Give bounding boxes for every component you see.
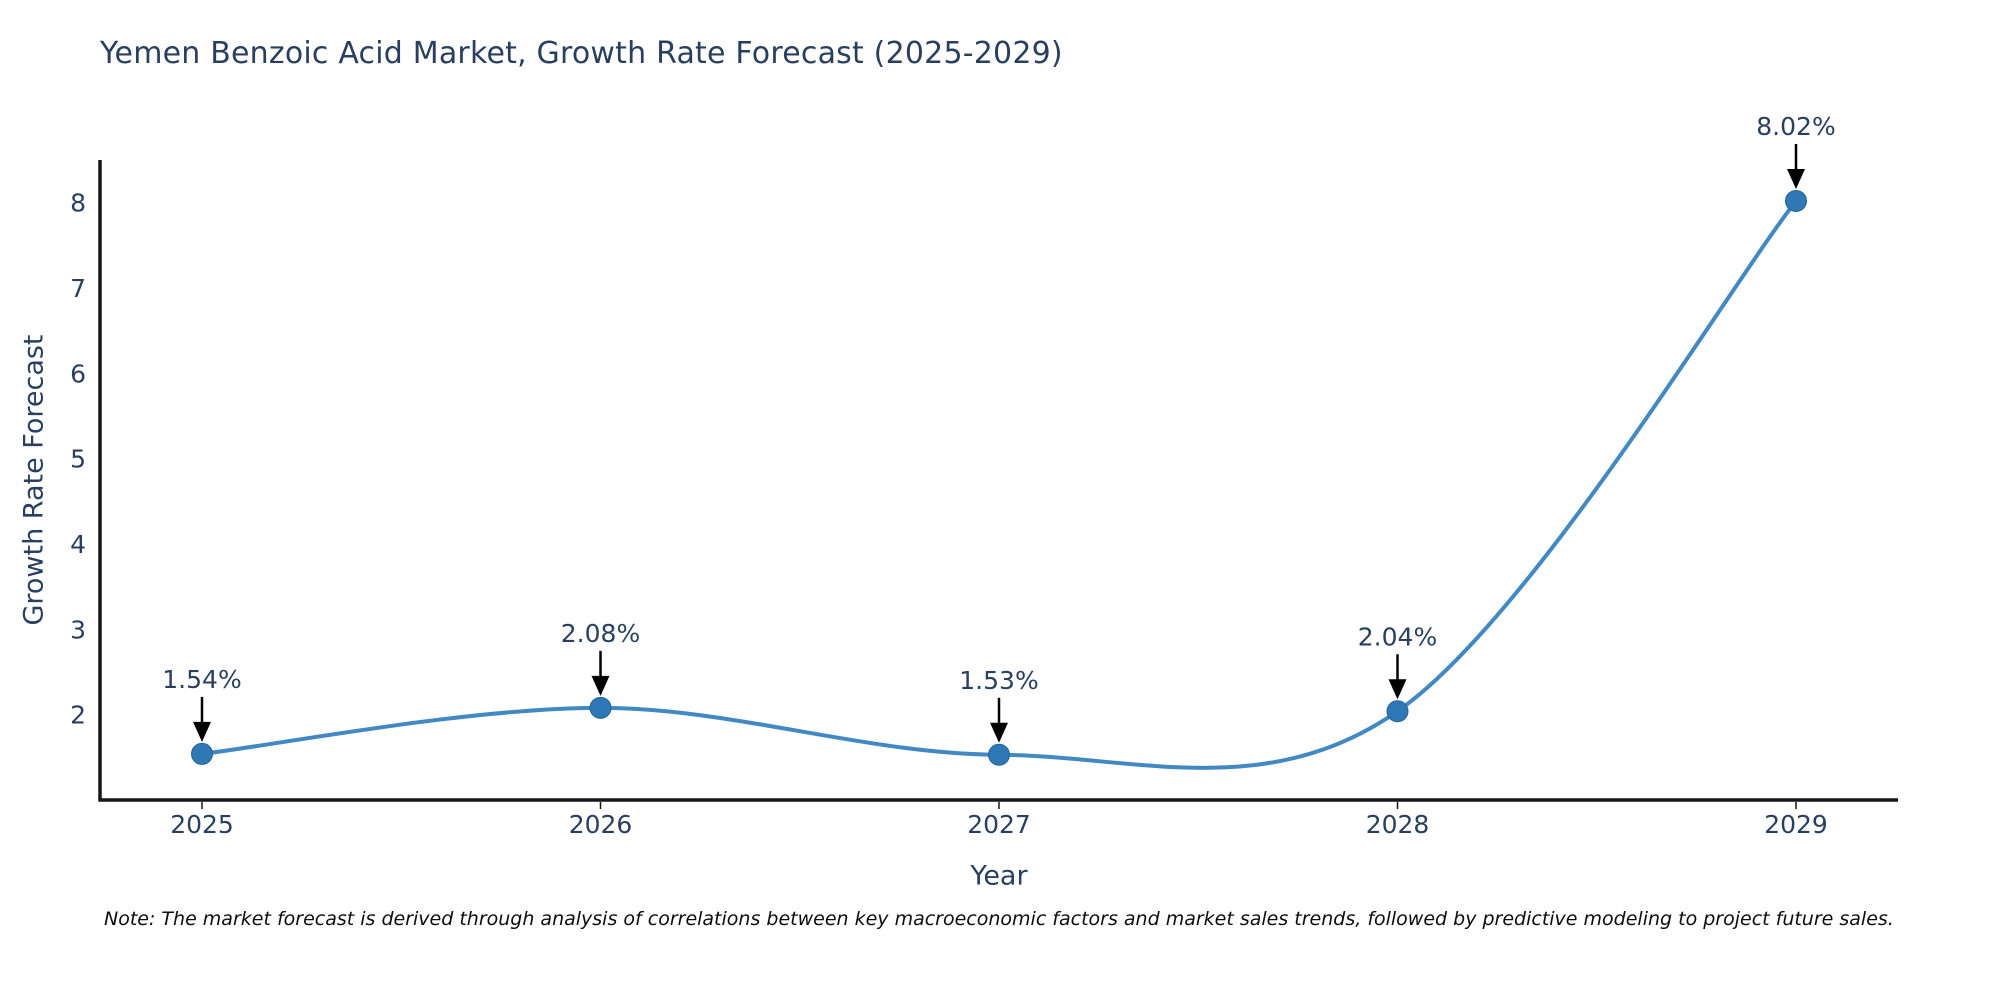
annotation-label: 1.54%	[162, 665, 241, 694]
x-tick-label: 2028	[1366, 810, 1430, 839]
y-tick-label: 2	[70, 701, 86, 730]
y-tick-label: 7	[70, 274, 86, 303]
x-tick-label: 2026	[569, 810, 633, 839]
annotation-label: 2.08%	[561, 619, 640, 648]
x-tick-label: 2025	[170, 810, 234, 839]
y-tick-label: 5	[70, 445, 86, 474]
x-tick-label: 2027	[967, 810, 1031, 839]
y-tick-label: 8	[70, 189, 86, 218]
data-point-marker	[1386, 700, 1409, 723]
y-tick-label: 3	[70, 615, 86, 644]
chart-title: Yemen Benzoic Acid Market, Growth Rate F…	[100, 36, 1063, 71]
annotation-arrowhead	[591, 675, 610, 696]
annotation-label: 2.04%	[1358, 622, 1437, 651]
axis-lines	[98, 160, 1898, 802]
y-tick-label: 4	[70, 530, 86, 559]
annotation-arrowhead	[990, 722, 1008, 743]
footnote: Note: The market forecast is derived thr…	[104, 908, 1894, 930]
trace-line	[200, 198, 1798, 770]
annotation-label: 8.02%	[1756, 112, 1835, 141]
x-axis-title: Year	[970, 860, 1028, 892]
y-tick-label: 6	[70, 359, 86, 388]
annotation-label: 1.53%	[959, 666, 1038, 695]
data-point-marker	[988, 743, 1010, 766]
annotation-arrowhead	[193, 721, 211, 742]
data-point-marker	[191, 742, 213, 765]
annotation-arrowhead	[1787, 168, 1805, 189]
annotation-arrowhead	[1388, 679, 1407, 700]
data-point-marker	[589, 696, 612, 719]
x-tick-label: 2029	[1764, 810, 1828, 839]
data-point-marker	[1785, 189, 1807, 212]
